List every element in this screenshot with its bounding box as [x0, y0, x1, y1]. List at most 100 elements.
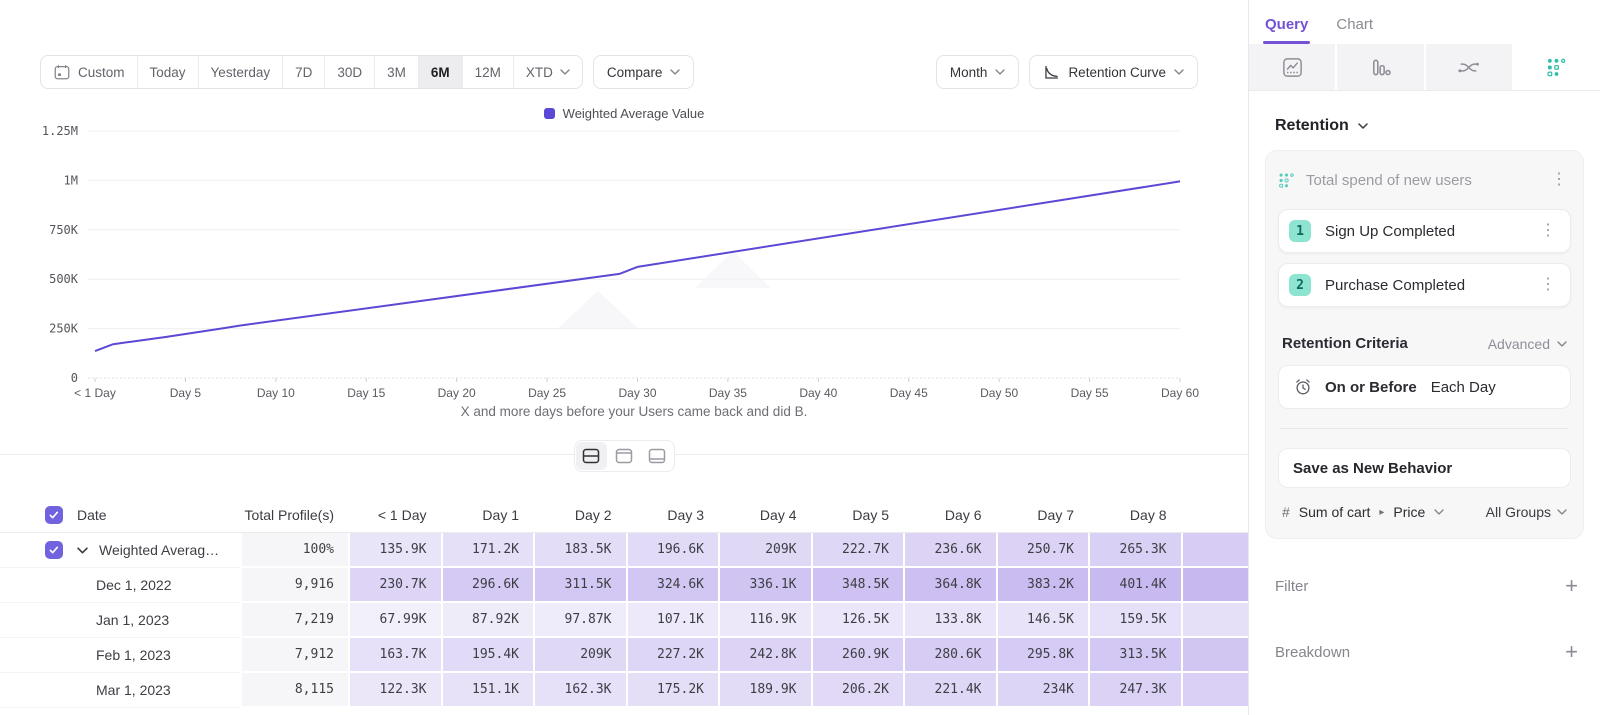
chart-legend: Weighted Average Value: [0, 103, 1248, 123]
row-checkbox[interactable]: [45, 541, 63, 559]
retention-value-cell-partial: [1180, 533, 1248, 568]
tab-query[interactable]: Query: [1262, 16, 1311, 44]
retention-value-cell: 296.6K: [440, 568, 533, 603]
range-30d[interactable]: 30D: [325, 56, 376, 88]
check-icon: [49, 546, 59, 554]
table-row: Dec 1, 2022 9,916 230.7K 296.6K 311.5K 324.6K…: [0, 568, 1248, 603]
row-date-text: Mar 1, 2023: [96, 682, 171, 698]
range-xtd[interactable]: XTD: [514, 56, 582, 88]
breakdown-section[interactable]: Breakdown +: [1265, 641, 1584, 663]
retention-value-cell-partial: [1180, 603, 1248, 638]
filter-section[interactable]: Filter +: [1265, 575, 1584, 597]
behavior-retention-icon: [1279, 172, 1294, 188]
select-all-checkbox[interactable]: [45, 505, 63, 524]
row-date-text: Feb 1, 2023: [96, 647, 171, 663]
compare-button[interactable]: Compare: [592, 55, 695, 89]
retention-value-cell: 221.4K: [903, 673, 996, 708]
range-7d[interactable]: 7D: [283, 56, 326, 88]
report-type-retention[interactable]: [1511, 44, 1600, 90]
x-axis-label: Day 5: [170, 386, 202, 400]
breakdown-label: Breakdown: [1275, 643, 1351, 661]
filter-label: Filter: [1275, 577, 1309, 595]
x-axis-caption: X and more days before your Users came b…: [461, 404, 808, 419]
chart-type-button[interactable]: Retention Curve: [1029, 55, 1198, 89]
main-area: Custom Today Yesterday 7D 30D 3M 6M 12M XTD Comp…: [0, 55, 1248, 708]
column-header-label: Day 6: [944, 506, 982, 523]
flows-icon: [1458, 62, 1479, 72]
add-breakdown-icon[interactable]: +: [1565, 639, 1578, 664]
step-1-badge: 1: [1289, 220, 1311, 242]
step-1[interactable]: 1 Sign Up Completed ⋮: [1278, 209, 1571, 253]
table-row: Mar 1, 2023 8,115 122.3K 151.1K 162.3K 175.2K…: [0, 673, 1248, 708]
retention-value-cell: 401.4K: [1088, 568, 1181, 603]
retention-value-cell: 336.1K: [718, 568, 811, 603]
criteria-mode-dropdown[interactable]: Advanced: [1488, 336, 1567, 352]
step-2-menu-icon[interactable]: ⋮: [1540, 276, 1556, 293]
x-axis-label: Day 15: [347, 386, 385, 400]
retention-value-cell: 151.1K: [440, 673, 533, 708]
insights-icon: [1282, 57, 1302, 77]
tab-chart[interactable]: Chart: [1336, 16, 1374, 33]
range-today[interactable]: Today: [138, 56, 199, 88]
report-type-flows[interactable]: [1423, 44, 1512, 90]
property-caret-icon: ▸: [1379, 506, 1385, 518]
view-toggle-chart[interactable]: [608, 442, 640, 470]
range-6m[interactable]: 6M: [418, 56, 463, 88]
y-axis-label: 1.25M: [42, 124, 78, 138]
retention-value-cell: 242.8K: [718, 638, 811, 673]
retention-value-cell: 348.5K: [810, 568, 903, 603]
x-axis-label: Day 30: [618, 386, 656, 400]
x-axis-label: Day 50: [980, 386, 1018, 400]
criteria-condition: On or Before: [1325, 378, 1417, 396]
column-header-label: Total Profile(s): [244, 506, 334, 523]
range-custom[interactable]: Custom: [41, 56, 138, 88]
retention-section-label[interactable]: Retention: [1275, 117, 1584, 135]
view-toggle-split[interactable]: [575, 442, 607, 470]
granularity-button[interactable]: Month: [935, 55, 1020, 89]
step-2[interactable]: 2 Purchase Completed ⋮: [1278, 263, 1571, 307]
report-type-switcher: [1249, 44, 1600, 91]
retention-value-cell: 311.5K: [533, 568, 626, 603]
column-header-label: Day 5: [852, 506, 889, 523]
retention-criteria-row: Retention Criteria Advanced: [1282, 335, 1567, 352]
range-12m[interactable]: 12M: [463, 56, 514, 88]
groups-dropdown[interactable]: All Groups: [1486, 504, 1567, 520]
total-profiles-cell: 100%: [240, 533, 348, 568]
report-type-funnels[interactable]: [1335, 44, 1424, 90]
report-type-insights[interactable]: [1249, 44, 1336, 90]
y-axis-label: 0: [71, 371, 78, 385]
criteria-window: Each Day: [1430, 378, 1496, 396]
measure-label[interactable]: Sum of cart: [1298, 504, 1371, 520]
criteria-condition-pill[interactable]: On or Before Each Day: [1278, 365, 1571, 409]
range-3m[interactable]: 3M: [375, 56, 419, 88]
behavior-menu-icon[interactable]: ⋮: [1551, 171, 1567, 188]
range-yesterday[interactable]: Yesterday: [199, 56, 284, 88]
table-header: Date Total Profile(s) < 1 Day Day 1 Day 2 Day…: [0, 497, 1248, 533]
calendar-icon: [54, 65, 70, 80]
expand-row-button[interactable]: [77, 546, 88, 554]
retention-value-cell: 195.4K: [440, 638, 533, 673]
retention-table: Date Total Profile(s) < 1 Day Day 1 Day 2 Day…: [0, 497, 1248, 708]
retention-value-cell: 206.2K: [810, 673, 903, 708]
measure-property[interactable]: Price: [1393, 504, 1426, 520]
retention-value-cell: 122.3K: [348, 673, 441, 708]
chart-plot: 0 250K 500K 750K 1M 1.25M < 1 Day Day 5 Day 10 Da…: [42, 124, 1199, 419]
save-behavior-button[interactable]: Save as New Behavior: [1278, 448, 1571, 488]
alarm-clock-icon: [1296, 379, 1310, 395]
date-range-control: Custom Today Yesterday 7D 30D 3M 6M 12M XTD: [40, 55, 583, 89]
column-header-label: < 1 Day: [377, 506, 427, 523]
legend-label: Weighted Average Value: [562, 105, 705, 121]
x-axis-label: Day 40: [799, 386, 837, 400]
step-1-menu-icon[interactable]: ⋮: [1540, 222, 1556, 239]
chevron-down-icon: [560, 69, 570, 75]
chevron-down-icon: [1434, 509, 1445, 515]
retention-value-cell: 163.7K: [348, 638, 441, 673]
measure-row: # Sum of cart ▸ Price All Groups: [1278, 488, 1571, 536]
column-header-label: Day 8: [1129, 506, 1167, 523]
view-toggle-table[interactable]: [641, 442, 673, 470]
retention-value-cell: 67.99K: [348, 603, 441, 638]
total-profiles-cell: 9,916: [240, 568, 348, 603]
x-axis-label: < 1 Day: [74, 386, 116, 400]
step-2-badge: 2: [1289, 274, 1311, 296]
add-filter-icon[interactable]: +: [1565, 573, 1578, 598]
